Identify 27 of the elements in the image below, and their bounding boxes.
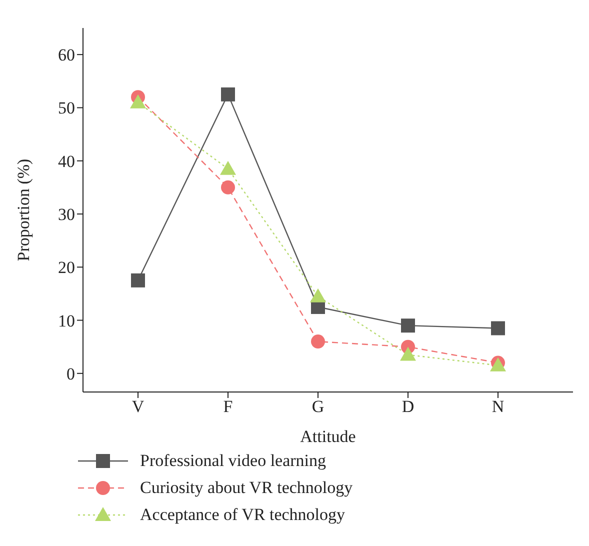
y-tick-label: 0 — [66, 364, 75, 384]
y-tick-label: 30 — [58, 205, 75, 224]
point — [310, 288, 326, 302]
point — [311, 334, 325, 349]
y-tick-label: 40 — [58, 152, 75, 171]
legend-label: Acceptance of VR technology — [140, 504, 346, 524]
x-tick-label: N — [492, 397, 504, 416]
point — [220, 160, 236, 175]
point — [400, 346, 416, 361]
point — [221, 87, 235, 102]
x-tick-label: D — [402, 397, 414, 416]
legend-label: Curiosity about VR technology — [140, 478, 353, 498]
x-tick-label: V — [132, 397, 145, 416]
point — [401, 318, 415, 333]
y-tick-label: 50 — [58, 98, 75, 118]
point — [221, 180, 235, 194]
y-tick-label: 10 — [58, 311, 75, 330]
y-tick-label: 60 — [58, 46, 75, 65]
y-tick-label: 20 — [58, 258, 75, 278]
x-tick-label: F — [223, 397, 233, 416]
y-axis-title: Proportion (%) — [14, 158, 34, 262]
legend-label: Professional video learning — [140, 450, 326, 470]
x-tick-label: G — [312, 397, 324, 416]
x-axis-title: Attitude — [300, 427, 356, 446]
point — [491, 321, 505, 336]
point — [131, 273, 145, 288]
point — [130, 94, 146, 108]
